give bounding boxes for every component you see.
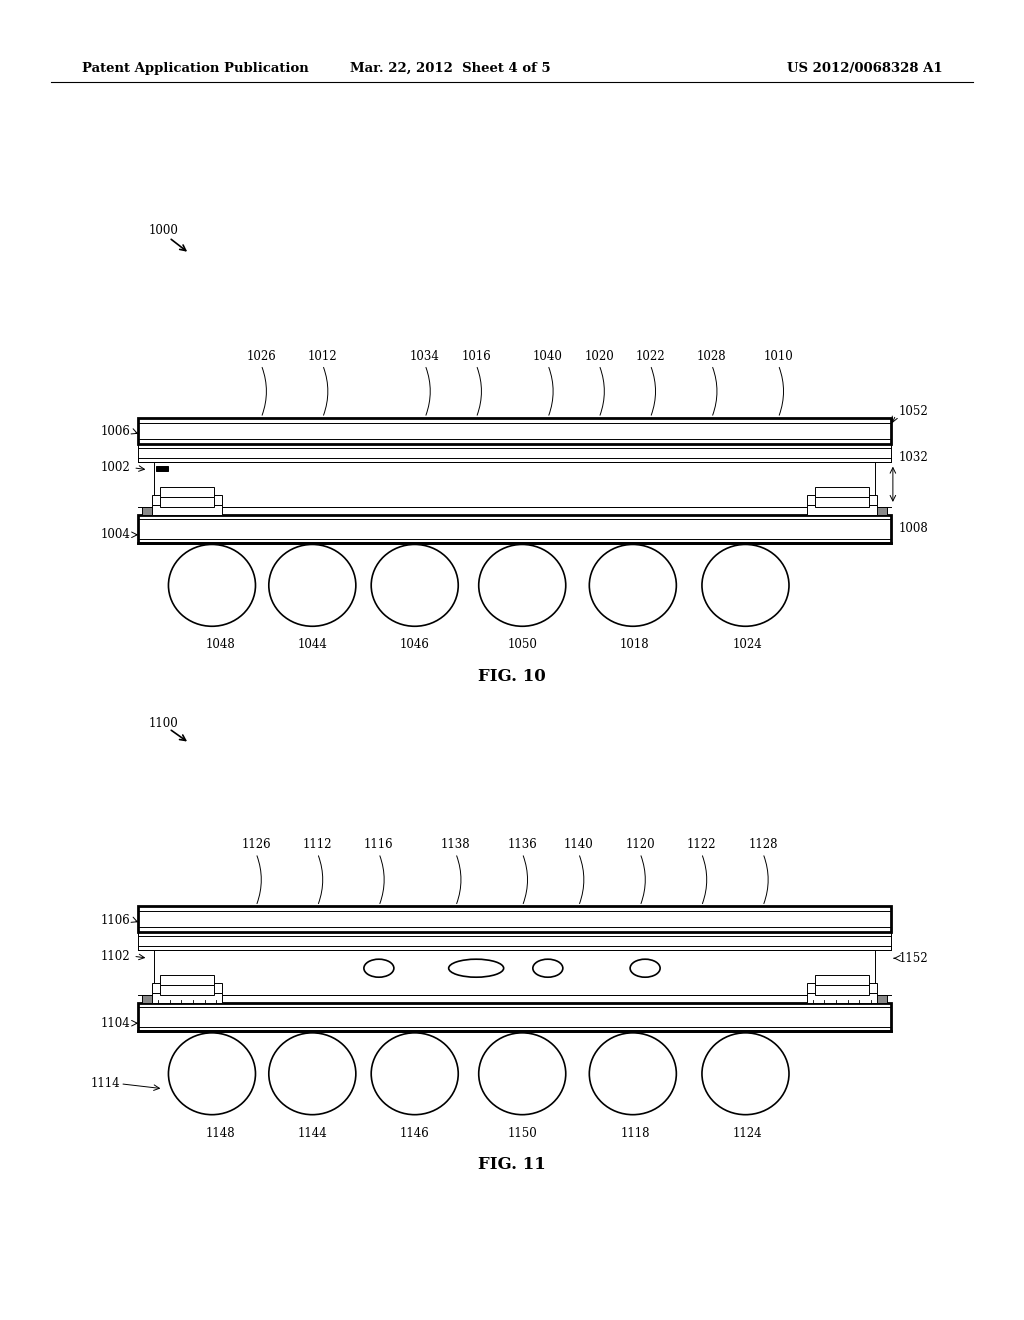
Bar (153, 504, 222, 515)
Text: 1100: 1100 (148, 717, 178, 730)
Bar (807, 993, 877, 1003)
Text: 1102: 1102 (100, 949, 130, 962)
Bar (142, 507, 155, 515)
Text: 1016: 1016 (461, 350, 492, 363)
Bar (807, 504, 877, 515)
Bar (874, 995, 887, 1003)
Ellipse shape (168, 544, 256, 626)
Bar (138, 932, 891, 950)
Ellipse shape (372, 1032, 459, 1114)
Bar (153, 983, 222, 993)
Ellipse shape (168, 1032, 256, 1114)
Text: 1024: 1024 (732, 639, 763, 651)
Bar (815, 496, 869, 507)
Text: 1002: 1002 (100, 461, 130, 474)
Bar (138, 444, 891, 462)
Ellipse shape (630, 960, 660, 977)
Text: 1114: 1114 (90, 1077, 120, 1090)
Text: 1000: 1000 (148, 224, 178, 238)
Ellipse shape (449, 960, 504, 977)
Text: 1008: 1008 (899, 523, 929, 536)
Bar (153, 993, 222, 1003)
Text: 1006: 1006 (100, 425, 130, 438)
Text: 1034: 1034 (410, 350, 440, 363)
Text: 1046: 1046 (399, 639, 430, 651)
Bar (160, 496, 214, 507)
Bar (138, 418, 891, 444)
Bar (160, 975, 214, 985)
Bar (153, 495, 222, 504)
Text: 1044: 1044 (297, 639, 328, 651)
Bar (138, 907, 891, 932)
Ellipse shape (479, 1032, 565, 1114)
Text: US 2012/0068328 A1: US 2012/0068328 A1 (787, 62, 943, 75)
Bar (807, 983, 877, 993)
Text: 1146: 1146 (399, 1127, 430, 1139)
Ellipse shape (702, 1032, 790, 1114)
Text: 1138: 1138 (441, 838, 470, 851)
Bar (155, 462, 874, 507)
Text: 1136: 1136 (507, 838, 538, 851)
Text: 1010: 1010 (763, 350, 794, 363)
Text: 1152: 1152 (899, 952, 929, 965)
Text: 1052: 1052 (899, 405, 929, 418)
Text: FIG. 10: FIG. 10 (478, 668, 546, 685)
Text: 1026: 1026 (246, 350, 276, 363)
Text: 1040: 1040 (532, 350, 563, 363)
Text: 1128: 1128 (749, 838, 777, 851)
Text: 1140: 1140 (563, 838, 594, 851)
Ellipse shape (590, 544, 676, 626)
Bar (160, 985, 214, 995)
Text: 1112: 1112 (303, 838, 332, 851)
Text: FIG. 11: FIG. 11 (478, 1156, 546, 1173)
Ellipse shape (702, 544, 790, 626)
Text: 1020: 1020 (584, 350, 614, 363)
Text: 1150: 1150 (507, 1127, 538, 1139)
Text: Patent Application Publication: Patent Application Publication (82, 62, 308, 75)
Ellipse shape (590, 1032, 676, 1114)
Bar (155, 950, 874, 995)
Bar (138, 1003, 891, 1031)
Text: 1018: 1018 (621, 639, 649, 651)
Text: 1122: 1122 (687, 838, 716, 851)
Text: 1116: 1116 (365, 838, 393, 851)
Ellipse shape (268, 1032, 356, 1114)
Text: 1032: 1032 (899, 451, 929, 465)
Ellipse shape (479, 544, 565, 626)
Text: 1028: 1028 (697, 350, 726, 363)
Ellipse shape (532, 960, 563, 977)
Text: 1004: 1004 (100, 528, 130, 541)
Text: 1124: 1124 (733, 1127, 762, 1139)
Text: 1048: 1048 (205, 639, 236, 651)
Bar (142, 995, 155, 1003)
Bar (874, 507, 887, 515)
Ellipse shape (268, 544, 356, 626)
Text: 1012: 1012 (308, 350, 337, 363)
Bar (157, 466, 168, 471)
Text: 1106: 1106 (100, 913, 130, 927)
Text: 1120: 1120 (626, 838, 654, 851)
Bar (807, 495, 877, 504)
Text: 1118: 1118 (621, 1127, 649, 1139)
Bar (815, 985, 869, 995)
Text: 1022: 1022 (636, 350, 665, 363)
Ellipse shape (372, 544, 459, 626)
Text: 1104: 1104 (100, 1016, 130, 1030)
Bar (815, 975, 869, 985)
Bar (160, 487, 214, 496)
Text: Mar. 22, 2012  Sheet 4 of 5: Mar. 22, 2012 Sheet 4 of 5 (350, 62, 551, 75)
Text: 1050: 1050 (507, 639, 538, 651)
Bar (815, 487, 869, 496)
Text: 1144: 1144 (297, 1127, 328, 1139)
Text: 1148: 1148 (206, 1127, 234, 1139)
Text: 1126: 1126 (242, 838, 270, 851)
Bar (138, 515, 891, 543)
Ellipse shape (364, 960, 394, 977)
